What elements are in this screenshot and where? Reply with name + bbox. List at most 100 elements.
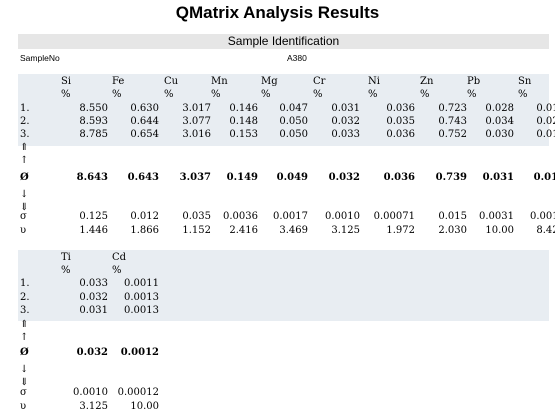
value-cell: 0.012	[130, 211, 159, 222]
row-label: 3.	[20, 129, 30, 140]
sample-row: SampleNo A380	[18, 51, 549, 65]
row-label: 1.	[20, 278, 30, 289]
value-cell: 0.028	[485, 103, 514, 114]
row-label: ⇓	[20, 202, 29, 213]
row-label: ⇓	[20, 377, 29, 388]
data-band	[18, 102, 549, 146]
row-label: Ø	[20, 172, 29, 183]
value-cell: 0.0010	[325, 211, 360, 222]
value-cell: 10.00	[485, 225, 514, 236]
value-cell: 0.644	[130, 116, 159, 127]
value-cell: 0.033	[331, 129, 360, 140]
value-cell: 8.421	[536, 225, 555, 236]
value-cell: 0.0036	[223, 211, 258, 222]
value-cell: 0.0012	[120, 347, 159, 358]
value-cell: 1.446	[79, 225, 108, 236]
unit-header: %	[518, 89, 528, 100]
value-cell: 0.015	[438, 211, 467, 222]
element-header: Cu	[164, 76, 179, 87]
element-header: Si	[61, 76, 72, 87]
value-cell: 0.036	[386, 103, 415, 114]
value-cell: 1.866	[130, 225, 159, 236]
value-cell: 8.643	[76, 172, 108, 183]
value-cell: 0.0016	[530, 211, 555, 222]
value-cell: 0.739	[435, 172, 467, 183]
value-cell: 2.030	[438, 225, 467, 236]
value-cell: 0.0017	[273, 211, 308, 222]
value-cell: 10.00	[130, 401, 159, 412]
element-header: Fe	[112, 76, 125, 87]
value-cell: 0.743	[438, 116, 467, 127]
row-label: 2.	[20, 116, 30, 127]
element-header: Cd	[112, 252, 127, 263]
element-header: Mg	[261, 76, 278, 87]
value-cell: 0.050	[279, 129, 308, 140]
unit-header: %	[368, 89, 378, 100]
row-label: Ø	[20, 347, 29, 358]
value-cell: 0.0031	[479, 211, 514, 222]
value-cell: 0.630	[130, 103, 159, 114]
value-cell: 3.017	[182, 103, 211, 114]
value-cell: 1.152	[182, 225, 211, 236]
value-cell: 0.125	[79, 211, 108, 222]
value-cell: 0.036	[386, 129, 415, 140]
value-cell: 0.031	[482, 172, 514, 183]
element-header: Zn	[420, 76, 434, 87]
value-cell: 0.030	[485, 129, 514, 140]
value-cell: 0.032	[76, 347, 108, 358]
row-label: 2.	[20, 292, 30, 303]
element-header: Cr	[313, 76, 326, 87]
unit-header: %	[112, 265, 122, 276]
unit-header: %	[313, 89, 323, 100]
unit-header: %	[61, 265, 71, 276]
value-cell: 0.047	[279, 103, 308, 114]
row-label: ⇑	[20, 319, 29, 330]
value-cell: 0.149	[226, 172, 258, 183]
value-cell: 0.723	[438, 103, 467, 114]
value-cell: 0.017	[536, 129, 555, 140]
row-label: ↓	[20, 189, 29, 200]
sample-value: A380	[287, 53, 307, 63]
results-table-1: Si% Fe% Cu% Mn% Mg% Cr% Ni% Zn% Pb% Sn% 1. 2. 3. ⇑ ↑ Ø ↓…	[18, 74, 555, 240]
value-cell: 0.0010	[73, 387, 108, 398]
sample-label: SampleNo	[20, 53, 60, 63]
value-cell: 0.035	[386, 116, 415, 127]
value-cell: 0.032	[79, 292, 108, 303]
row-label: σ	[20, 387, 27, 398]
element-header: Ni	[368, 76, 380, 87]
value-cell: 0.752	[438, 129, 467, 140]
sample-identification-header: Sample Identification	[18, 34, 549, 49]
value-cell: 0.643	[127, 172, 159, 183]
row-label: 1.	[20, 103, 30, 114]
unit-header: %	[467, 89, 477, 100]
value-cell: 0.036	[383, 172, 415, 183]
unit-header: %	[164, 89, 174, 100]
value-cell: 2.416	[229, 225, 258, 236]
value-cell: 0.0013	[124, 305, 159, 316]
value-cell: 8.785	[79, 129, 108, 140]
value-cell: 0.148	[229, 116, 258, 127]
value-cell: 1.972	[386, 225, 415, 236]
value-cell: 8.593	[79, 116, 108, 127]
unit-header: %	[211, 89, 221, 100]
row-label: ↓	[20, 364, 29, 375]
row-label: σ	[20, 211, 27, 222]
unit-header: %	[112, 89, 122, 100]
data-band	[18, 277, 549, 321]
value-cell: 0.0013	[124, 292, 159, 303]
value-cell: 0.033	[79, 278, 108, 289]
value-cell: 0.153	[229, 129, 258, 140]
element-header: Mn	[211, 76, 228, 87]
value-cell: 0.032	[328, 172, 360, 183]
row-label: ↑	[20, 155, 29, 166]
value-cell: 0.0011	[124, 278, 159, 289]
row-label: υ	[20, 401, 27, 412]
value-cell: 0.049	[276, 172, 308, 183]
element-header: Ti	[61, 252, 71, 263]
value-cell: 0.050	[279, 116, 308, 127]
value-cell: 3.125	[79, 401, 108, 412]
value-cell: 0.146	[229, 103, 258, 114]
report-title: QMatrix Analysis Results	[175, 3, 380, 22]
element-header: Sn	[518, 76, 532, 87]
value-cell: 3.016	[182, 129, 211, 140]
